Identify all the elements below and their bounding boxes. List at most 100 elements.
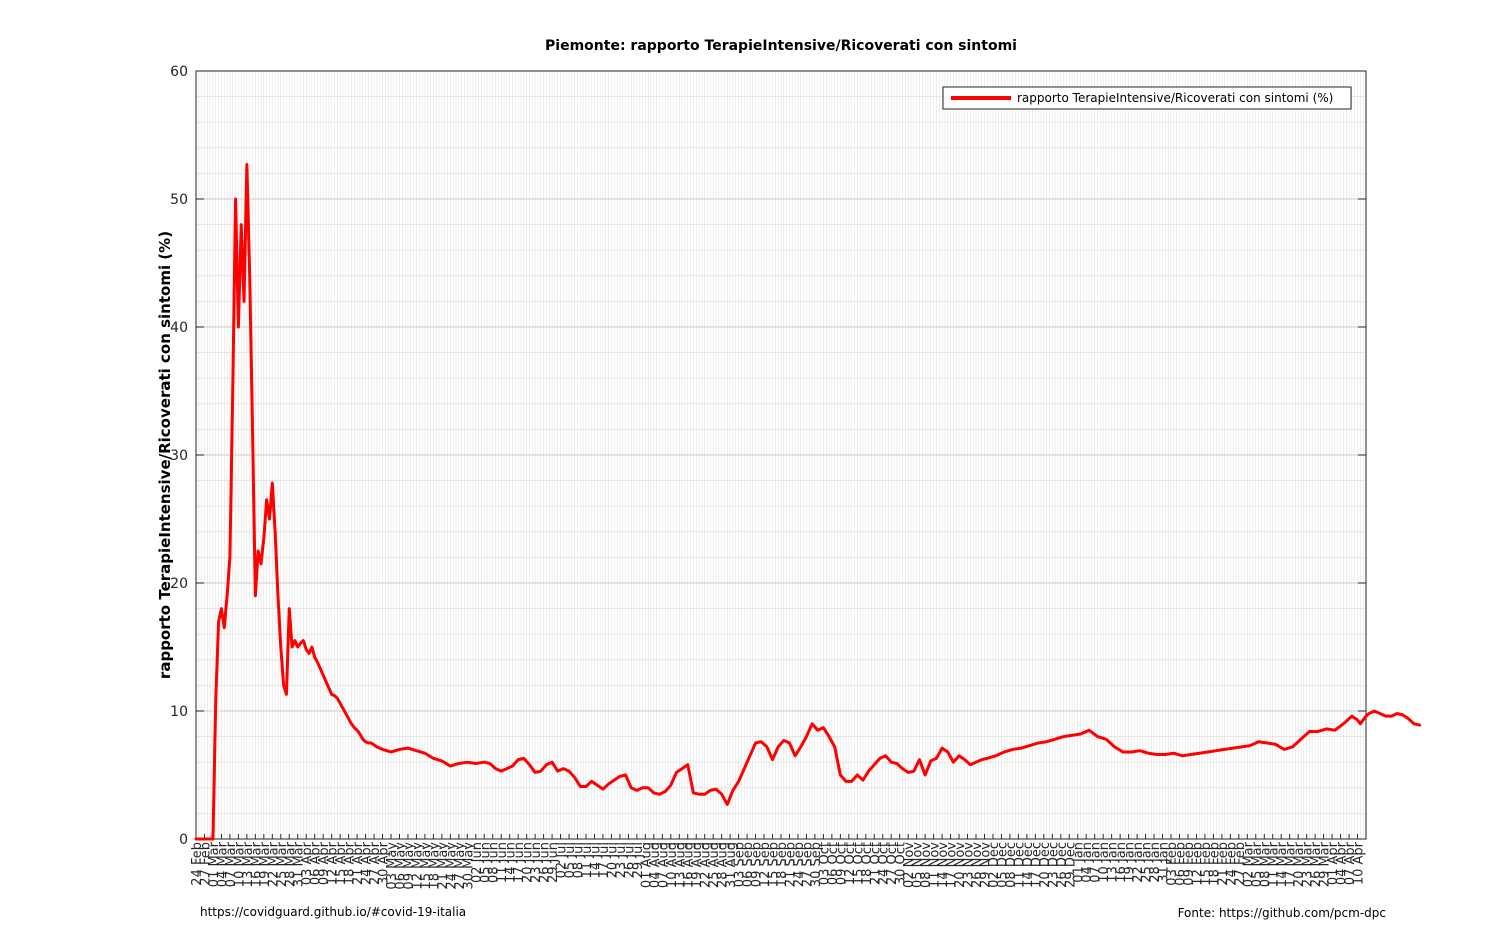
x-tick-label: 13 Aug [673,842,688,888]
x-tick-label: 16 Jan [1114,842,1129,883]
x-tick-label: 02 Dec [987,842,1002,888]
x-tick-label: 05 Mar [1250,841,1265,887]
x-tick-label: 23 Dec [1046,842,1061,888]
x-tick-label: 29 Mar [1318,841,1333,887]
x-tick-label: 01 Mar [207,841,222,887]
chart-title: Piemonte: rapporto TerapieIntensive/Rico… [545,38,1017,54]
x-tick-label: 15 May [419,842,434,890]
x-tick-label: 10 Jan [1097,842,1112,883]
x-tick-label: 22 Jan [1131,842,1146,883]
x-tick-label: 06 Sep [741,842,756,887]
x-tick-label: 12 Sep [758,842,773,887]
x-tick-label: 17 Dec [1029,842,1044,888]
legend-box [942,86,1352,110]
axis-ticks [195,70,1366,840]
x-tick-label: 11 Nov [928,842,943,888]
x-tick-label: 10 Mar [232,841,247,887]
x-tick-label: 08 Jun [487,842,502,883]
x-tick-label: 03 Oct [817,842,832,885]
x-tick-label: 16 Mar [249,841,264,887]
x-tick-label: 18 Feb [1207,842,1222,886]
y-tick-label: 50 [170,192,188,208]
x-tick-label: 31 Mar [292,841,307,887]
x-tick-label: 20 Dec [1038,842,1053,888]
y-tick-label: 30 [170,448,188,464]
x-tick-label: 05 Dec [995,842,1010,888]
x-tick-label: 07 Jan [1089,842,1104,883]
x-tick-label: 16 Aug [682,842,697,888]
x-tick-label: 23 Jun [529,842,544,883]
legend-label: rapporto TerapieIntensive/Ricoverati con… [1017,91,1333,105]
x-tick-label: 27 Sep [800,842,815,887]
x-tick-label: 06 Apr [309,841,324,885]
x-tick-label: 28 Jan [1148,842,1163,883]
x-tick-label: 18 May [427,842,442,890]
x-tick-label: 17 Nov [945,842,960,888]
x-tick-label: 30 Oct [894,842,909,885]
x-tick-label: 26 Jul [622,842,637,878]
x-tick-label: 24 May [444,842,459,890]
x-tick-label: 22 Aug [699,842,714,888]
x-tick-label: 09 May [402,842,417,890]
y-axis-label: rapporto TerapieIntensive/Ricoverati con… [156,231,174,679]
x-tick-label: 07 Mar [224,841,239,887]
x-tick-label: 08 Jul [572,842,587,878]
x-tick-label: 06 Oct [826,842,841,885]
x-tick-label: 28 Mar [283,841,298,887]
x-tick-label: 31 Aug [724,842,739,888]
x-tick-label: 26 Jun [538,842,553,883]
x-tick-label: 01 Aug [639,842,654,888]
x-tick-label: 25 Jan [1140,842,1155,883]
x-tick-label: 05 Jul [563,842,578,878]
x-tick-label: 06 Feb [1173,842,1188,886]
x-tick-label: 13 Mar [241,841,256,887]
x-tick-label: 11 Mar [1267,841,1282,887]
x-tick-label: 04 Jan [1080,842,1095,883]
series-line [194,162,1422,841]
x-tick-label: 23 Nov [962,842,977,888]
x-tick-label: 24 Sep [792,842,807,887]
x-tick-label: 20 Jul [605,842,620,878]
y-tick-label: 60 [170,64,188,80]
x-tick-label: 17 Mar [1284,841,1299,887]
x-tick-label: 01 Jan [1072,842,1087,883]
footer-source-url: https://covidguard.github.io/#covid-19-i… [200,905,467,919]
x-tick-label: 17 Jul [597,842,612,878]
x-tick-label: 08 Dec [1004,842,1019,888]
x-tick-label: 15 Feb [1199,842,1214,886]
x-tick-label: 09 Apr [317,841,332,885]
x-tick-label: 21 Oct [868,842,883,885]
x-tick-label: 21 May [436,842,451,890]
x-tick-label: 03 May [385,842,400,890]
x-tick-label: 26 Nov [970,842,985,888]
x-tick-label: 18 Apr [343,841,358,885]
x-tick-label: 14 Jun [504,842,519,883]
x-tick-label: 11 Dec [1012,842,1027,888]
x-tick-label: 23 Jul [614,842,629,878]
x-tick-label: 23 Mar [1301,841,1316,887]
x-tick-label: 13 Jan [1106,842,1121,883]
x-tick-label: 08 Mar [1258,841,1273,887]
x-tick-label: 20 Mar [1292,841,1307,887]
x-tick-label: 09 Sep [750,842,765,887]
x-tick-label: 15 Apr [334,841,349,885]
x-tick-label: 20 Nov [953,842,968,888]
x-tick-label: 02 Jul [555,842,570,878]
x-tick-label: 28 Aug [716,842,731,888]
x-tick-label: 11 Jul [580,842,595,878]
x-tick-label: 27 Apr [368,841,383,885]
x-tick-label: 07 Aug [656,842,671,888]
x-tick-label: 14 Nov [936,842,951,888]
x-tick-label: 25 Aug [707,842,722,888]
x-tick-label: 30 Apr [377,841,392,885]
grid-lines [195,70,1367,840]
x-tick-label: 29 Dec [1063,842,1078,888]
x-tick-label: 09 Feb [1182,842,1197,886]
x-tick-label: 30 Sep [809,842,824,887]
x-tick-label: 12 Apr [326,841,341,885]
x-tick-label: 27 Oct [885,842,900,885]
y-tick-label: 20 [170,576,188,592]
x-tick-label: 24 Apr [360,841,375,885]
x-tick-label: 19 Aug [690,842,705,888]
